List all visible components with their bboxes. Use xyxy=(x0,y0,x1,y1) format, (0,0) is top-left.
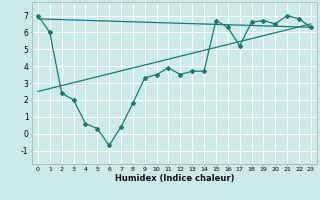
X-axis label: Humidex (Indice chaleur): Humidex (Indice chaleur) xyxy=(115,174,234,183)
